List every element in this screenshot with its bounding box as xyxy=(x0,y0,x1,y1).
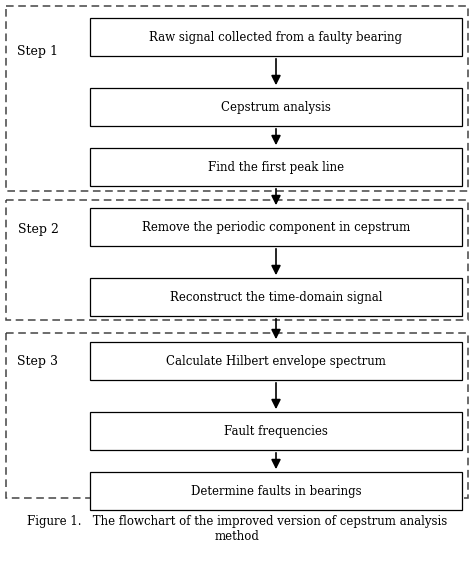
Text: Raw signal collected from a faulty bearing: Raw signal collected from a faulty beari… xyxy=(149,31,402,44)
Text: Figure 1.   The flowchart of the improved version of cepstrum analysis: Figure 1. The flowchart of the improved … xyxy=(27,515,447,528)
Bar xyxy=(90,88,462,126)
Text: Step 2: Step 2 xyxy=(18,222,58,236)
Bar xyxy=(90,472,462,510)
Bar xyxy=(90,412,462,450)
Bar xyxy=(90,342,462,380)
Text: Step 3: Step 3 xyxy=(18,355,58,369)
Text: Step 1: Step 1 xyxy=(18,46,58,59)
Bar xyxy=(6,6,468,191)
Bar xyxy=(90,18,462,56)
Text: Remove the periodic component in cepstrum: Remove the periodic component in cepstru… xyxy=(142,221,410,233)
Text: Fault frequencies: Fault frequencies xyxy=(224,425,328,438)
Bar xyxy=(90,278,462,316)
Bar xyxy=(90,208,462,246)
Bar xyxy=(90,148,462,186)
Bar xyxy=(6,200,468,320)
Text: method: method xyxy=(215,530,259,543)
Text: Find the first peak line: Find the first peak line xyxy=(208,161,344,173)
Bar xyxy=(6,333,468,498)
Text: Cepstrum analysis: Cepstrum analysis xyxy=(221,100,331,113)
Text: Calculate Hilbert envelope spectrum: Calculate Hilbert envelope spectrum xyxy=(166,354,386,367)
Text: Determine faults in bearings: Determine faults in bearings xyxy=(191,484,361,498)
Text: Reconstruct the time-domain signal: Reconstruct the time-domain signal xyxy=(170,290,382,304)
